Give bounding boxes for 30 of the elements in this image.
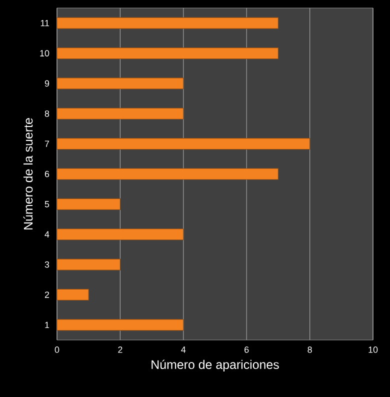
x-tick-label: 0 xyxy=(54,346,60,353)
y-tick-label: 11 xyxy=(40,20,50,26)
y-tick-label: 1 xyxy=(45,322,50,328)
bar xyxy=(57,17,279,29)
x-tick-label: 10 xyxy=(368,346,378,353)
x-tick-label: 4 xyxy=(181,346,186,353)
y-tick-label: 9 xyxy=(44,80,50,87)
bar xyxy=(57,47,279,60)
y-tick-label: 4 xyxy=(44,231,50,238)
bar xyxy=(57,78,184,90)
y-tick-label: 8 xyxy=(44,110,50,117)
y-tick-label: 7 xyxy=(44,140,50,147)
x-axis-title: Número de apariciones xyxy=(152,360,279,372)
bar xyxy=(57,319,184,331)
x-tick-label: 2 xyxy=(118,346,122,353)
bar xyxy=(57,198,120,210)
y-axis-title: Número de la suerte xyxy=(23,118,33,230)
y-tick-label: 3 xyxy=(44,261,50,268)
bar xyxy=(57,258,120,270)
bar xyxy=(57,228,184,240)
y-tick-label: 10 xyxy=(40,50,50,56)
bar xyxy=(57,288,89,301)
y-tick-label: 6 xyxy=(44,170,50,178)
y-tick-label: 5 xyxy=(44,201,50,208)
x-tick-label: 8 xyxy=(308,346,312,353)
x-tick-label: 6 xyxy=(244,346,249,353)
bar xyxy=(57,108,184,120)
bar xyxy=(57,168,279,180)
y-tick-label: 2 xyxy=(44,292,50,298)
bar xyxy=(57,138,310,150)
